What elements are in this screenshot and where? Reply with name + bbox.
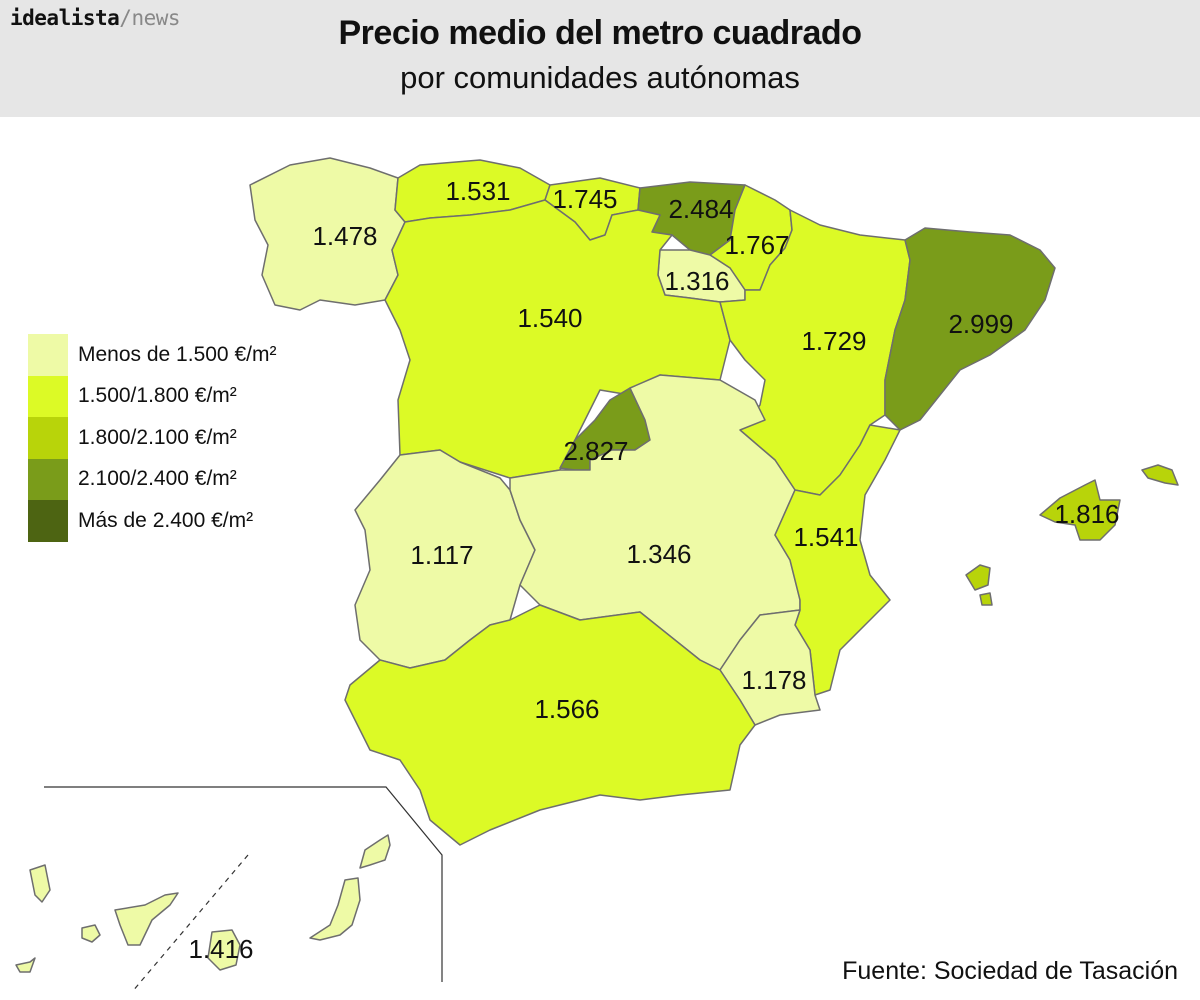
value-label: 1.316: [664, 266, 729, 296]
legend-swatch: [28, 500, 68, 542]
value-label: 1.540: [517, 303, 582, 333]
legend-item: Más de 2.400 €/m²: [28, 500, 276, 542]
legend-item: Menos de 1.500 €/m²: [28, 334, 276, 376]
value-label: 2.827: [563, 436, 628, 466]
brand-logo: idealista/news: [10, 6, 181, 30]
island-fuerteventura: [309, 877, 361, 941]
value-label: 1.541: [793, 522, 858, 552]
island-la-gomera: [81, 924, 101, 943]
value-label: 1.729: [801, 326, 866, 356]
value-label: 1.178: [741, 665, 806, 695]
value-label: 1.117: [410, 540, 473, 570]
legend-label: 1.800/2.100 €/m²: [78, 425, 237, 449]
legend-label: Más de 2.400 €/m²: [78, 508, 254, 532]
island-tenerife: [114, 892, 179, 946]
region-cataluna: [884, 227, 1056, 431]
value-label: 1.566: [534, 694, 599, 724]
legend-label: Menos de 1.500 €/m²: [78, 342, 277, 366]
value-label: 1.745: [552, 184, 617, 214]
island-lanzarote: [359, 834, 391, 869]
value-label: 1.767: [724, 230, 789, 260]
value-label: 2.484: [668, 194, 733, 224]
legend-item: 1.800/2.100 €/m²: [28, 417, 276, 459]
value-label: 1.416: [188, 934, 253, 964]
region-mallorca: [1039, 479, 1121, 541]
region-menorca: [1141, 464, 1179, 486]
value-label: 1.816: [1054, 499, 1119, 529]
value-label: 1.346: [626, 539, 691, 569]
island-gran-canaria: [207, 929, 241, 971]
legend-swatch: [28, 334, 68, 376]
value-label: 1.478: [312, 221, 377, 251]
legend-item: 1.500/1.800 €/m²: [28, 375, 276, 417]
legend-swatch: [28, 417, 68, 459]
legend-label: 1.500/1.800 €/m²: [78, 384, 237, 408]
region-andalucia: [344, 604, 756, 846]
source-note: Fuente: Sociedad de Tasación: [842, 957, 1178, 985]
island-la-palma: [29, 864, 51, 903]
island-el-hierro: [15, 957, 36, 973]
canarias-inset-frame: [44, 786, 443, 982]
region-formentera: [979, 592, 993, 606]
legend-swatch: [28, 458, 68, 500]
legend-swatch: [28, 375, 68, 417]
region-valenciana: [774, 424, 901, 696]
region-ibiza: [965, 564, 991, 591]
brand-main: idealista: [10, 6, 120, 30]
map-title: Precio medio del metro cuadrado: [338, 14, 862, 52]
brand-suffix: /news: [119, 6, 181, 30]
legend: Menos de 1.500 €/m² 1.500/1.800 €/m² 1.8…: [28, 334, 276, 542]
header-banner: idealista/news Precio medio del metro cu…: [0, 0, 1200, 117]
map-subtitle: por comunidades autónomas: [400, 60, 800, 95]
legend-item: 2.100/2.400 €/m²: [28, 458, 276, 500]
value-label: 1.531: [445, 176, 510, 206]
legend-label: 2.100/2.400 €/m²: [78, 467, 237, 491]
value-label: 2.999: [948, 309, 1013, 339]
